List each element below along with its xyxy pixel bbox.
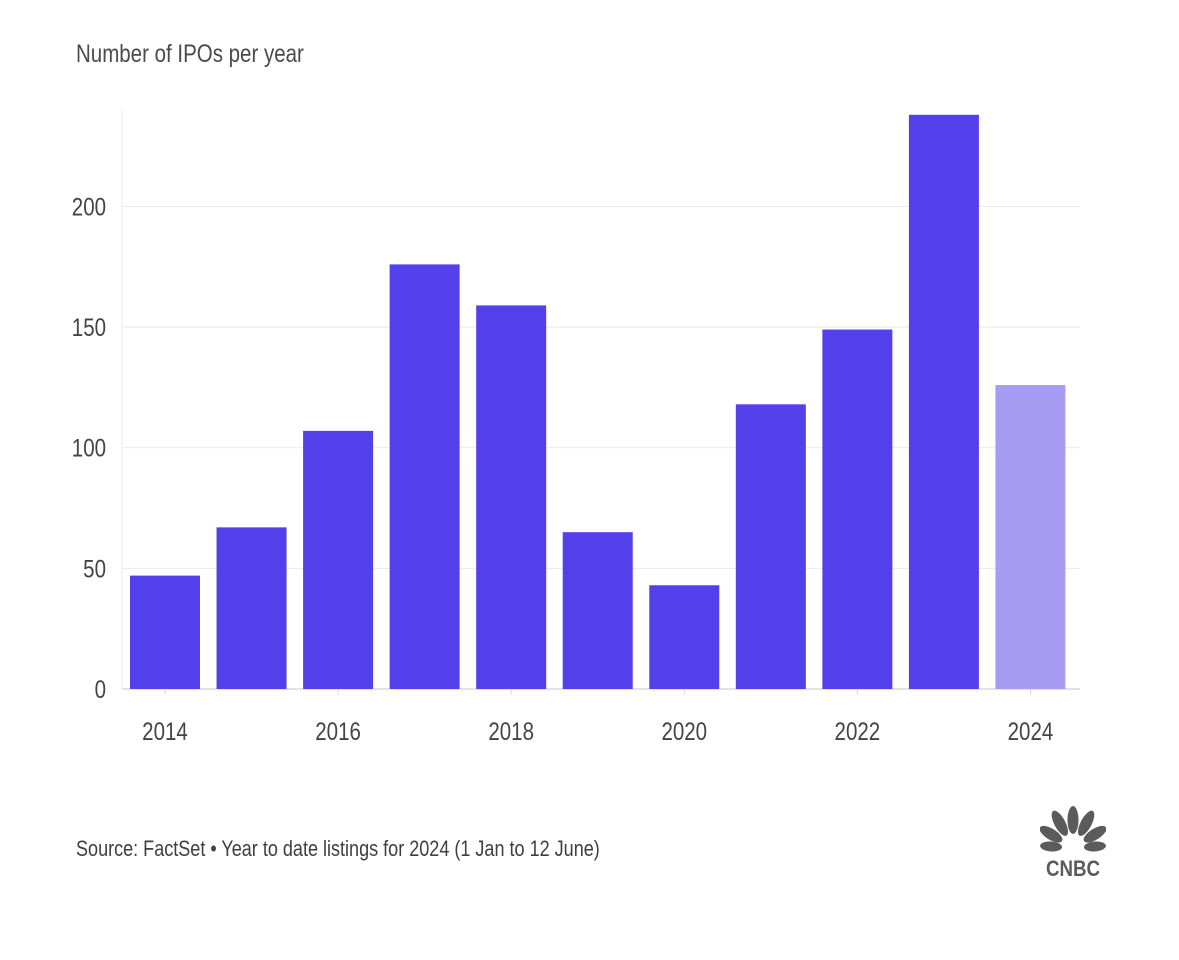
logo-text: CNBC: [1045, 856, 1101, 881]
x-tick-label: 2022: [835, 717, 881, 745]
bar-chart: 0 50 100 150 200 2014 2016 2018 2020 2022 2024: [72, 110, 1080, 745]
bars: [130, 114, 1066, 689]
bar-2016: [303, 430, 374, 689]
x-tick-label: 2024: [1008, 717, 1054, 745]
x-tick-label: 2020: [661, 717, 707, 745]
nbc-peacock-icon: [1039, 806, 1107, 852]
bar-2022: [822, 329, 893, 689]
cnbc-logo: CNBC: [1039, 800, 1107, 886]
x-tick-label: 2018: [488, 717, 534, 745]
bar-2014: [130, 575, 200, 689]
source-note: Source: FactSet • Year to date listings …: [76, 836, 600, 861]
y-tick-label: 0: [95, 675, 106, 703]
bar-2018: [476, 305, 547, 689]
bar-2019: [562, 532, 633, 689]
bar-2017: [389, 264, 460, 689]
y-tick-label: 50: [83, 554, 106, 582]
y-axis-labels: 0 50 100 150 200: [72, 193, 106, 704]
bar-2020: [649, 585, 720, 689]
bar-2023: [908, 114, 979, 689]
x-axis-labels: 2014 2016 2018 2020 2022 2024: [142, 689, 1054, 745]
x-tick-label: 2016: [315, 717, 361, 745]
x-tick-label: 2014: [142, 717, 188, 745]
bar-2021: [735, 404, 806, 689]
bar-2024: [995, 385, 1066, 689]
y-tick-label: 100: [72, 434, 106, 462]
y-tick-label: 150: [72, 313, 106, 341]
chart-title: Number of IPOs per year: [76, 40, 304, 68]
bar-2015: [216, 527, 287, 689]
y-tick-label: 200: [72, 193, 106, 221]
